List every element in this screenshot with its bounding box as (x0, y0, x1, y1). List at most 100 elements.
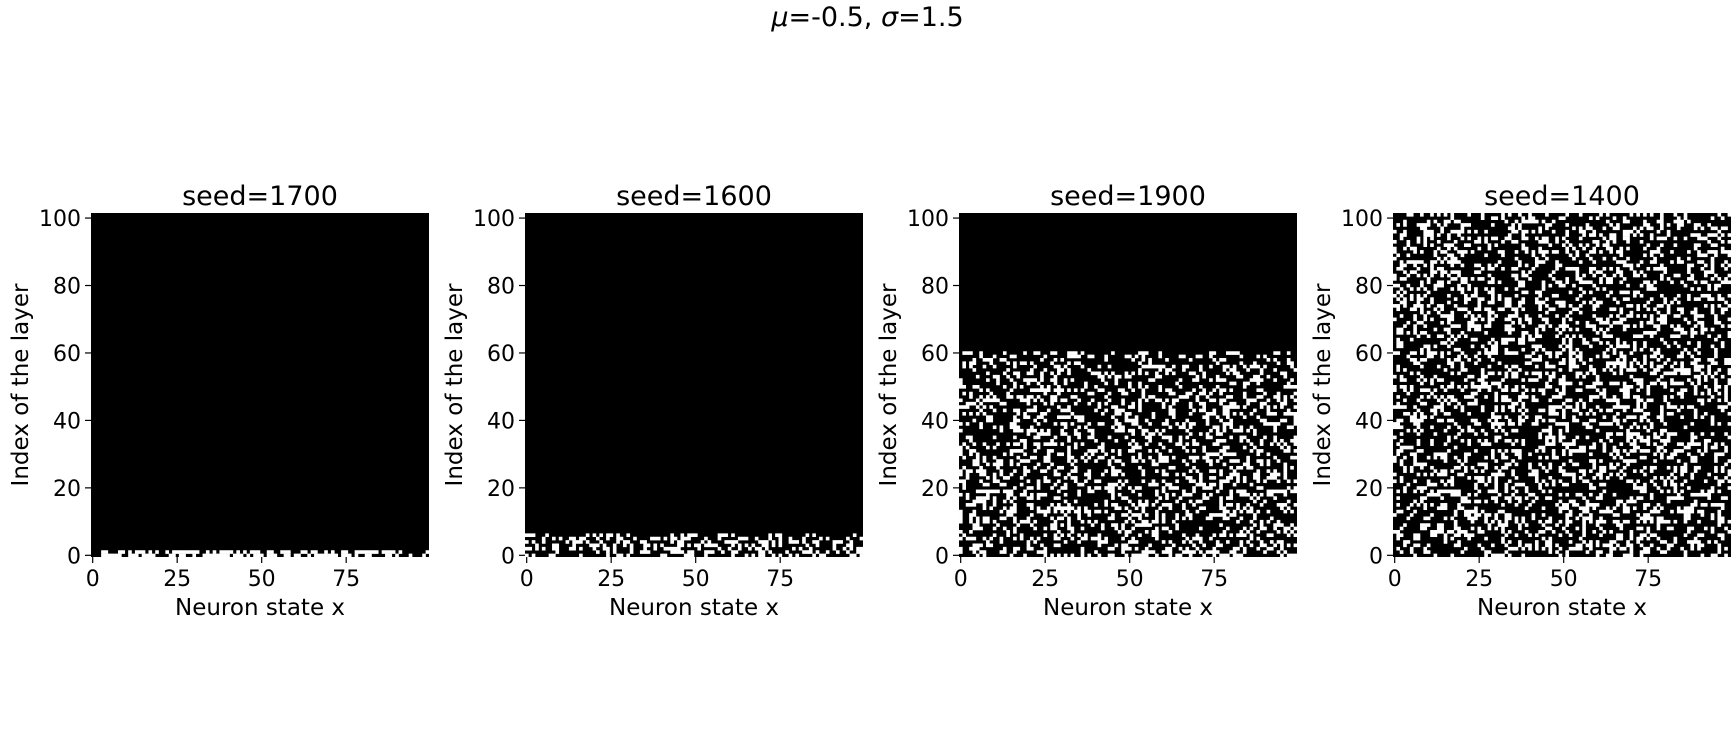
heatmap-cell (1609, 462, 1613, 467)
heatmap-cell (1575, 546, 1580, 551)
heatmap-cell (1524, 530, 1529, 534)
heatmap-cell (1595, 496, 1600, 500)
heatmap-cell (1131, 526, 1136, 531)
heatmap-cell (1053, 533, 1058, 538)
heatmap-cell (1589, 513, 1593, 517)
heatmap-cell (1263, 550, 1267, 554)
heatmap-cell (1703, 411, 1708, 416)
heatmap-cell (1683, 445, 1688, 450)
heatmap-cell (741, 536, 745, 541)
heatmap-cell (1117, 411, 1122, 416)
heatmap-cell (1447, 395, 1451, 399)
heatmap-cell (1602, 320, 1607, 325)
heatmap-cell (1426, 455, 1431, 460)
heatmap-cell (1602, 445, 1607, 450)
heatmap-cell (989, 506, 994, 511)
heatmap-cell (1680, 364, 1684, 369)
heatmap-cell (1131, 449, 1136, 453)
heatmap-cell (1484, 331, 1488, 335)
heatmap-cell (1188, 455, 1193, 460)
heatmap-cell (1551, 374, 1556, 379)
heatmap-cell (1714, 553, 1718, 558)
heatmap-cell (1558, 378, 1563, 382)
heatmap-cell (1161, 469, 1166, 473)
heatmap-cell (1555, 395, 1559, 399)
heatmap-cell (1413, 246, 1417, 251)
heatmap-cell (300, 550, 305, 554)
heatmap-cell (1450, 361, 1455, 366)
heatmap-cell (1548, 546, 1553, 551)
heatmap-cell (1460, 307, 1465, 312)
heatmap-cell (229, 550, 234, 554)
heatmap-cell (1293, 489, 1298, 494)
heatmap-cell (1507, 496, 1512, 500)
heatmap-cell (1562, 401, 1566, 406)
heatmap-cell (1406, 320, 1411, 325)
heatmap-cell (1185, 435, 1190, 440)
heatmap-cell (1727, 239, 1732, 244)
heatmap-cell (1666, 438, 1671, 443)
heatmap-cell (1714, 250, 1718, 254)
heatmap-cell (962, 442, 967, 446)
heatmap-cell (1009, 489, 1014, 494)
heatmap-cell (1484, 438, 1488, 443)
heatmap-cell (1430, 270, 1434, 274)
heatmap-cell (1528, 452, 1532, 457)
heatmap-cell (1595, 503, 1600, 507)
heatmap-cell (1249, 465, 1254, 470)
heatmap-cell (592, 533, 597, 538)
heatmap-cell (986, 540, 990, 544)
heatmap-cell (1521, 395, 1526, 399)
heatmap-cell (1151, 462, 1156, 467)
heatmap-cell (1612, 307, 1617, 312)
heatmap-cell (1710, 530, 1715, 534)
heatmap-cell (1084, 472, 1088, 477)
heatmap-cell (633, 536, 637, 541)
heatmap-cell (1467, 297, 1471, 301)
heatmap-cell (758, 540, 762, 544)
heatmap-cell (1406, 411, 1411, 416)
heatmap-cell (1460, 290, 1465, 295)
heatmap-cell (959, 449, 963, 453)
heatmap-cell (1660, 428, 1664, 433)
heatmap-cell (1605, 246, 1610, 251)
heatmap-cell (1057, 371, 1061, 376)
heatmap-cell (1121, 398, 1125, 403)
heatmap-cell (1215, 489, 1220, 494)
heatmap-cell (1676, 354, 1681, 359)
heatmap-cell (1209, 459, 1213, 463)
heatmap-cell (1236, 374, 1240, 379)
heatmap-cell (1399, 344, 1404, 349)
heatmap-cell (1232, 368, 1237, 372)
heatmap-cell (1660, 293, 1664, 298)
heatmap-cell (1053, 351, 1058, 355)
heatmap-cell (1524, 314, 1529, 318)
heatmap-cell (1639, 415, 1644, 419)
heatmap-cell (1646, 516, 1651, 521)
heatmap-cell (1440, 472, 1444, 477)
heatmap-cell (273, 553, 278, 558)
heatmap-cell (1413, 418, 1417, 423)
heatmap-cell (1165, 422, 1169, 426)
heatmap-cell (1457, 324, 1461, 328)
heatmap-cell (1266, 476, 1271, 480)
heatmap-cell (1097, 543, 1102, 548)
heatmap-cell (1259, 438, 1264, 443)
heatmap-cell (361, 550, 366, 554)
heatmap-cell (1538, 344, 1542, 349)
heatmap-cell (1080, 364, 1085, 369)
heatmap-cell (972, 536, 977, 541)
heatmap-cell (1447, 300, 1451, 305)
heatmap-cell (1504, 388, 1509, 392)
heatmap-cell (1632, 459, 1637, 463)
heatmap-cell (1242, 405, 1247, 409)
heatmap-cell (1649, 492, 1654, 497)
heatmap-cell (1646, 550, 1651, 554)
heatmap-cell (327, 553, 332, 558)
heatmap-cell (1582, 533, 1586, 538)
heatmap-cell (1131, 459, 1136, 463)
heatmap-cell (1236, 428, 1240, 433)
heatmap-cell (1236, 476, 1240, 480)
heatmap-cell (1232, 364, 1237, 369)
heatmap-cell (1080, 442, 1085, 446)
